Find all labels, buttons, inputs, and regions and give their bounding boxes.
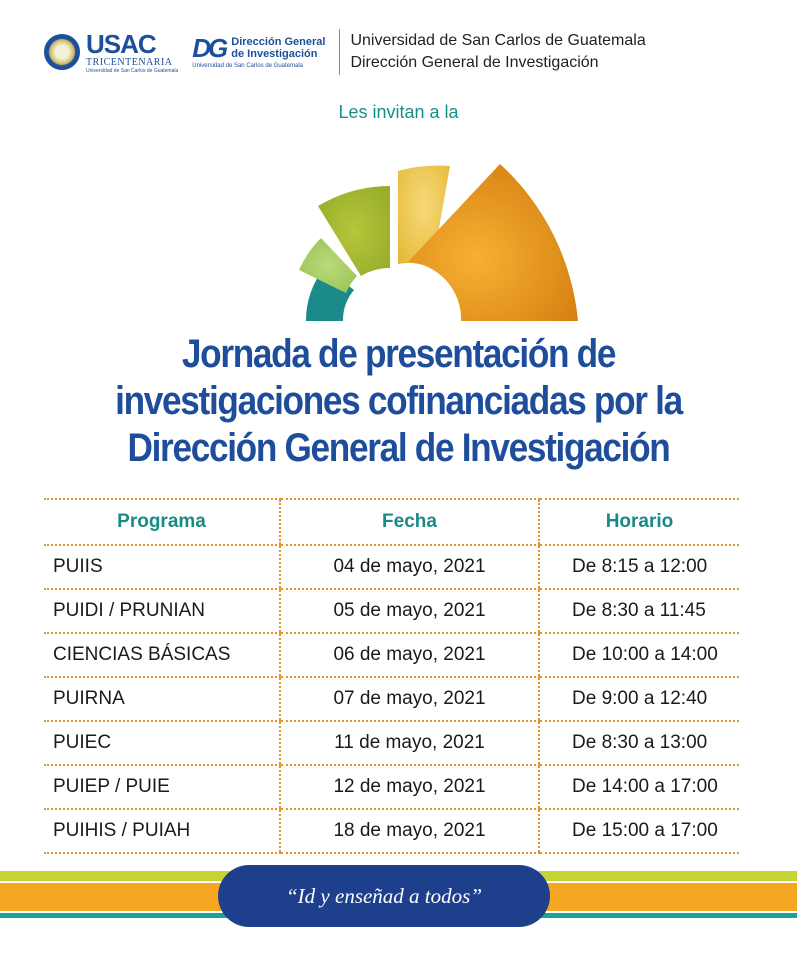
table-row: PUIEC 11 de mayo, 2021 De 8:30 a 13:00 xyxy=(44,721,739,766)
title-line-1: Jornada de presentación de xyxy=(181,332,617,376)
title-line-3: Dirección General de Investigación xyxy=(127,426,671,470)
fan-graphic xyxy=(299,164,578,321)
usac-small-text: Universidad de San Carlos de Guatemala xyxy=(86,67,179,74)
table-row: CIENCIAS BÁSICAS 06 de mayo, 2021 De 10:… xyxy=(44,633,739,678)
schedule-table: Programa Fecha Horario PUIIS 04 de mayo,… xyxy=(44,498,739,854)
university-name: Universidad de San Carlos de Guatemala xyxy=(350,32,646,49)
header-programa: Programa xyxy=(44,498,280,546)
cell-programa: CIENCIAS BÁSICAS xyxy=(44,633,280,678)
table-row: PUIHIS / PUIAH 18 de mayo, 2021 De 15:00… xyxy=(44,809,739,854)
cell-programa: PUIIS xyxy=(44,545,280,590)
cell-programa: PUIHIS / PUIAH xyxy=(44,809,280,854)
usac-logo: USAC TRICENTENARIA Universidad de San Ca… xyxy=(86,31,178,74)
department-name: Dirección General de Investigación xyxy=(350,54,599,71)
cell-fecha: 06 de mayo, 2021 xyxy=(279,633,539,678)
dg-logo-mark: DG xyxy=(192,33,228,63)
cell-horario: De 8:15 a 12:00 xyxy=(538,545,739,590)
cell-programa: PUIRNA xyxy=(44,677,280,722)
header-divider xyxy=(339,29,341,75)
cell-programa: PUIEP / PUIE xyxy=(44,765,280,810)
dg-logo: DG Dirección General de Investigación Un… xyxy=(192,35,325,69)
fan-segment-light-green xyxy=(299,238,357,293)
table-header-row: Programa Fecha Horario xyxy=(44,498,739,546)
dg-small-text: Universidad de San Carlos de Guatemala xyxy=(192,63,304,69)
header-horario: Horario xyxy=(538,498,739,546)
invite-text: Les invitan a la xyxy=(338,102,459,122)
dg-line1: Dirección General xyxy=(231,36,326,48)
cell-horario: De 14:00 a 17:00 xyxy=(538,765,739,810)
usac-logo-text: USAC xyxy=(86,28,157,59)
table-row: PUIIS 04 de mayo, 2021 De 8:15 a 12:00 xyxy=(44,545,739,590)
fan-segment-green xyxy=(318,186,390,276)
table-row: PUIRNA 07 de mayo, 2021 De 9:00 a 12:40 xyxy=(44,677,739,722)
table-row: PUIEP / PUIE 12 de mayo, 2021 De 14:00 a… xyxy=(44,765,739,810)
fan-segment-yellow xyxy=(398,165,450,268)
cell-programa: PUIDI / PRUNIAN xyxy=(44,589,280,634)
header-fecha: Fecha xyxy=(279,498,539,546)
cell-horario: De 9:00 a 12:40 xyxy=(538,677,739,722)
header: USAC TRICENTENARIA Universidad de San Ca… xyxy=(44,26,646,78)
cell-fecha: 18 de mayo, 2021 xyxy=(279,809,539,854)
cell-fecha: 12 de mayo, 2021 xyxy=(279,765,539,810)
usac-seal-icon xyxy=(44,34,80,70)
usac-tagline: TRICENTENARIA xyxy=(86,56,173,68)
cell-fecha: 11 de mayo, 2021 xyxy=(279,721,539,766)
motto-banner: “Id y enseñad a todos” xyxy=(218,865,550,927)
dg-line2: de Investigación xyxy=(231,48,318,60)
cell-horario: De 10:00 a 14:00 xyxy=(538,633,739,678)
cell-horario: De 15:00 a 17:00 xyxy=(538,809,739,854)
cell-programa: PUIEC xyxy=(44,721,280,766)
fan-segment-orange xyxy=(408,164,578,321)
cell-fecha: 05 de mayo, 2021 xyxy=(279,589,539,634)
table-row: PUIDI / PRUNIAN 05 de mayo, 2021 De 8:30… xyxy=(44,589,739,634)
title-line-2: investigaciones cofinanciadas por la xyxy=(115,379,683,423)
cell-fecha: 07 de mayo, 2021 xyxy=(279,677,539,722)
cell-horario: De 8:30 a 13:00 xyxy=(538,721,739,766)
cell-fecha: 04 de mayo, 2021 xyxy=(279,545,539,590)
page-title: Jornada de presentación de investigacion… xyxy=(48,331,749,472)
cell-horario: De 8:30 a 11:45 xyxy=(538,589,739,634)
